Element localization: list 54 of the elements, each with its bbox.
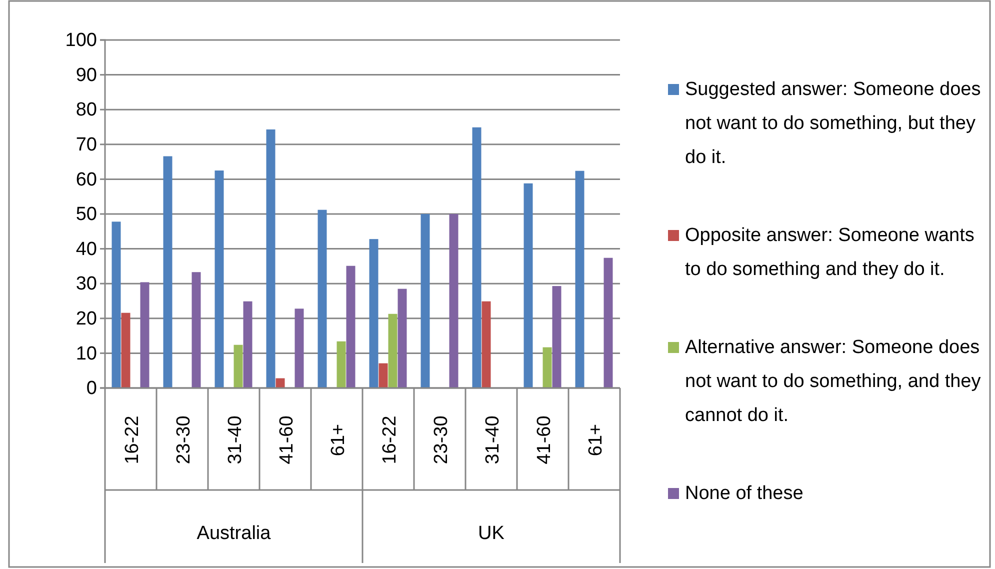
bar <box>121 312 130 388</box>
y-tick-label: 30 <box>76 274 97 295</box>
bar <box>575 170 584 388</box>
x-tick-label: 16-22 <box>379 416 400 464</box>
y-tick-label: 60 <box>76 169 97 190</box>
y-tick-label: 80 <box>76 100 97 121</box>
bar <box>388 314 398 388</box>
bar <box>214 170 224 388</box>
bar <box>112 222 121 388</box>
x-tick-label: 16-22 <box>122 416 143 464</box>
text: UK <box>478 523 505 544</box>
bar <box>163 156 172 388</box>
bar <box>346 266 356 388</box>
legend-label: None of these <box>685 483 804 504</box>
bar <box>604 258 613 388</box>
x-tick-label: 23-30 <box>173 416 194 464</box>
bar <box>318 210 327 388</box>
y-tick-label: 90 <box>76 64 97 86</box>
bar <box>378 363 388 388</box>
y-tick-label: 20 <box>76 308 97 330</box>
bar <box>243 301 252 388</box>
bar <box>234 344 243 388</box>
bar <box>552 286 562 388</box>
bar <box>472 127 482 388</box>
text: Australia <box>196 523 272 544</box>
y-tick-label: 100 <box>65 30 97 52</box>
legend-label: Alternative answer: Someone does not want to do something, and they cannot do it. <box>685 337 982 426</box>
y-tick-label: 0 <box>86 378 97 400</box>
bar <box>524 183 533 388</box>
bar <box>482 301 491 388</box>
bar <box>542 347 552 388</box>
bar <box>294 308 304 388</box>
y-tick-label: 40 <box>76 238 97 260</box>
x-tick-label: 41-60 <box>534 416 555 464</box>
y-tick-label: 50 <box>76 204 97 226</box>
bar <box>336 341 346 388</box>
legend-label: Suggested answer: Someone does not want to do something, but they do it. <box>685 79 981 168</box>
x-tick-label: 31-40 <box>482 416 504 464</box>
x-tick-label: 61+ <box>328 424 349 456</box>
bar <box>276 378 285 388</box>
y-tick-label: 70 <box>76 134 97 156</box>
bar <box>420 214 430 388</box>
x-tick-label: 31-40 <box>224 416 246 464</box>
x-tick-label: 61+ <box>585 424 606 456</box>
x-tick-label: 23-30 <box>430 416 452 464</box>
x-tick-label: 41-60 <box>276 416 298 464</box>
bar <box>192 272 201 388</box>
legend-label: Opposite answer: Someone wants to do something and they do it. <box>685 225 974 280</box>
bar <box>449 214 458 388</box>
bar <box>369 239 378 388</box>
bar <box>140 282 150 388</box>
y-tick-label: 10 <box>76 343 97 364</box>
bar <box>398 288 407 388</box>
bar <box>266 129 276 388</box>
